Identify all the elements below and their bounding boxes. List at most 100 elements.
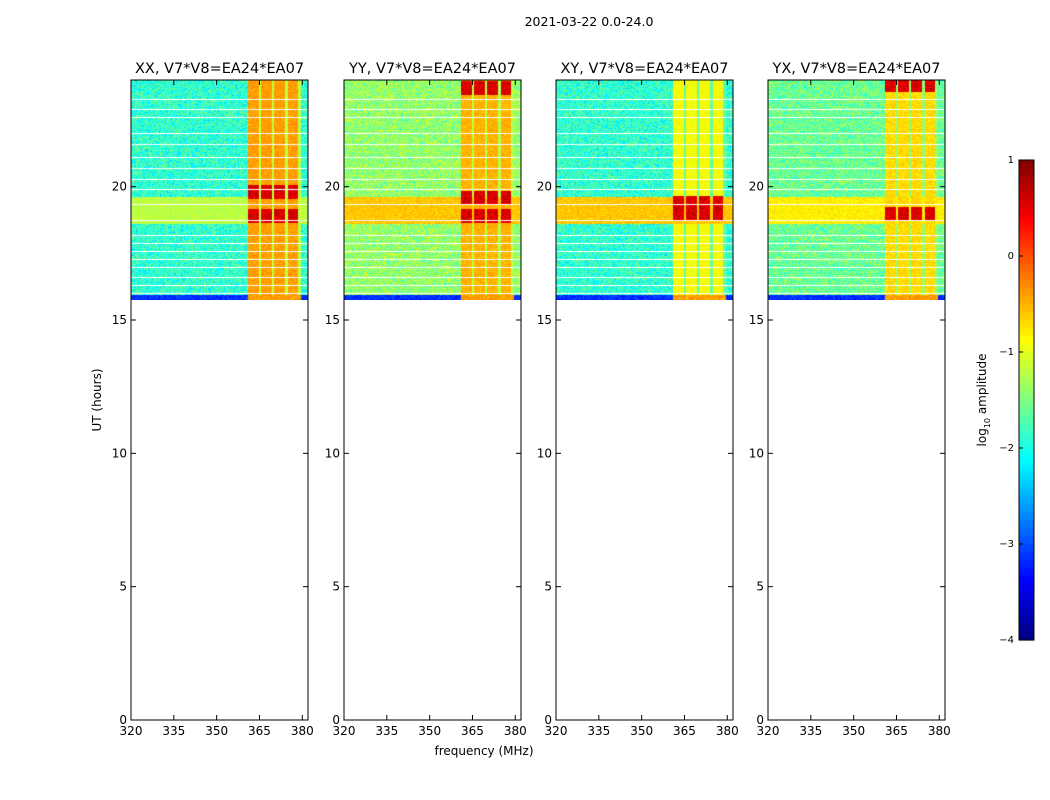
colorbar-segment <box>1019 300 1034 305</box>
colorbar-segment <box>1019 532 1034 537</box>
panel: YX, V7*V8=EA24*EA07 320 335 350 365 380 0 5 10 15… <box>749 61 951 738</box>
colorbar-tick-label: 1 <box>1008 155 1014 166</box>
colorbar-segment <box>1019 480 1034 485</box>
colorbar-segment <box>1019 408 1034 413</box>
colorbar-segment <box>1019 180 1034 185</box>
y-tick-label: 0 <box>544 713 552 727</box>
x-tick-label: 335 <box>587 724 610 738</box>
panel: XX, V7*V8=EA24*EA07 320 335 350 365 380 0 5 10 15… <box>112 61 314 738</box>
colorbar-segment <box>1019 540 1034 545</box>
y-tick-label: 5 <box>756 580 764 594</box>
y-tick-label: 10 <box>537 446 552 460</box>
colorbar-segment <box>1019 316 1034 321</box>
x-tick-label: 335 <box>799 724 822 738</box>
heatmap-image <box>131 80 308 300</box>
colorbar-segment <box>1019 460 1034 465</box>
axes-frame <box>343 79 522 721</box>
colorbar-segment <box>1019 160 1034 165</box>
heatmap-image <box>556 80 733 300</box>
colorbar-segment <box>1019 312 1034 317</box>
colorbar-segment <box>1019 344 1034 349</box>
colorbar-tick-label: −2 <box>999 443 1014 454</box>
colorbar-segment <box>1019 384 1034 389</box>
colorbar-segment <box>1019 336 1034 341</box>
colorbar-segment <box>1019 276 1034 281</box>
y-axis-label: UT (hours) <box>90 368 104 431</box>
colorbar-segment <box>1019 508 1034 513</box>
y-tick-label: 20 <box>325 180 340 194</box>
colorbar-segment <box>1019 328 1034 333</box>
colorbar-segment <box>1019 184 1034 189</box>
colorbar-segment <box>1019 356 1034 361</box>
colorbar-segment <box>1019 600 1034 605</box>
colorbar-segment <box>1019 596 1034 601</box>
y-tick-label: 10 <box>325 446 340 460</box>
colorbar-segment <box>1019 536 1034 541</box>
colorbar-segment <box>1019 288 1034 293</box>
colorbar-segment <box>1019 188 1034 193</box>
colorbar-segment <box>1019 376 1034 381</box>
y-tick-label: 15 <box>112 313 127 327</box>
colorbar-segment <box>1019 368 1034 373</box>
colorbar-segment <box>1019 240 1034 245</box>
colorbar-segment <box>1019 168 1034 173</box>
panel-title: YX, V7*V8=EA24*EA07 <box>771 61 940 77</box>
colorbar-segment <box>1019 556 1034 561</box>
x-tick-label: 380 <box>716 724 739 738</box>
colorbar-segment <box>1019 404 1034 409</box>
colorbar-segment <box>1019 444 1034 449</box>
colorbar-segment <box>1019 632 1034 637</box>
colorbar-segment <box>1019 488 1034 493</box>
y-tick-label: 20 <box>749 180 764 194</box>
x-tick-label: 335 <box>162 724 185 738</box>
colorbar-label: log10 amplitude <box>975 354 992 447</box>
colorbar-tick-label: −4 <box>999 635 1014 646</box>
x-tick-label: 320 <box>333 724 356 738</box>
colorbar-segment <box>1019 496 1034 501</box>
colorbar-segment <box>1019 244 1034 249</box>
colorbar-segment <box>1019 396 1034 401</box>
colorbar-segment <box>1019 416 1034 421</box>
colorbar-segment <box>1019 200 1034 205</box>
y-tick-label: 10 <box>749 446 764 460</box>
colorbar-segment <box>1019 324 1034 329</box>
colorbar-segment <box>1019 500 1034 505</box>
x-tick-label: 335 <box>375 724 398 738</box>
colorbar-segment <box>1019 468 1034 473</box>
colorbar-segment <box>1019 528 1034 533</box>
colorbar-segment <box>1019 352 1034 357</box>
colorbar-label-log: log <box>975 428 989 446</box>
y-tick-label: 15 <box>325 313 340 327</box>
colorbar-label-sub: 10 <box>983 418 992 428</box>
colorbar-segment <box>1019 568 1034 573</box>
colorbar-segment <box>1019 340 1034 345</box>
x-tick-label: 365 <box>248 724 271 738</box>
colorbar-segment <box>1019 424 1034 429</box>
colorbar-segment <box>1019 544 1034 549</box>
colorbar-segment <box>1019 436 1034 441</box>
colorbar-segment <box>1019 248 1034 253</box>
colorbar-segment <box>1019 428 1034 433</box>
colorbar-segment <box>1019 492 1034 497</box>
colorbar-segment <box>1019 272 1034 277</box>
colorbar-frame <box>1018 159 1035 641</box>
colorbar-segment <box>1019 192 1034 197</box>
y-tick-label: 15 <box>537 313 552 327</box>
colorbar-segment <box>1019 280 1034 285</box>
colorbar-segment <box>1019 608 1034 613</box>
axes-frame <box>767 79 946 721</box>
colorbar-segment <box>1019 560 1034 565</box>
colorbar-segment <box>1019 616 1034 621</box>
colorbar-segment <box>1019 292 1034 297</box>
colorbar-segment <box>1019 372 1034 377</box>
x-tick-label: 350 <box>842 724 865 738</box>
panel-title: YY, V7*V8=EA24*EA07 <box>348 61 516 77</box>
x-tick-label: 380 <box>928 724 951 738</box>
colorbar-segment <box>1019 520 1034 525</box>
heatmap-image <box>768 80 945 300</box>
colorbar-segment <box>1019 516 1034 521</box>
y-tick-label: 0 <box>756 713 764 727</box>
colorbar-segment <box>1019 208 1034 213</box>
colorbar-segment <box>1019 604 1034 609</box>
y-tick-label: 15 <box>749 313 764 327</box>
